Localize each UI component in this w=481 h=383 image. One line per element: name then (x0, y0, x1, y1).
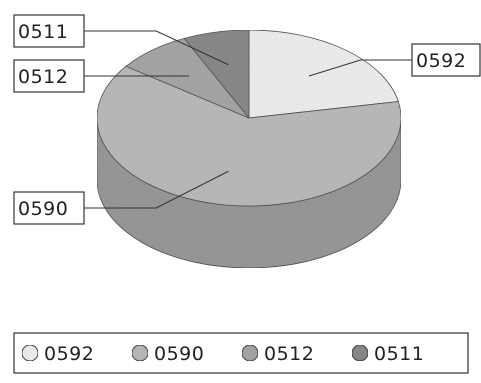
legend-swatch-0592 (21, 344, 39, 362)
legend-label-0512: 0512 (264, 343, 314, 365)
leader-line-0592 (308, 59, 412, 77)
slice-label-0592: 0592 (416, 50, 466, 72)
label-box-0511 (13, 14, 85, 48)
leader-line-0590 (84, 170, 229, 209)
slice-label-0590: 0590 (18, 198, 68, 220)
legend-frame (13, 332, 469, 374)
slice-labels: 0592 0590 0512 0511 (13, 14, 481, 225)
legend: 0592 0590 0512 0511 (13, 332, 469, 374)
legend-label-0511: 0511 (374, 343, 424, 365)
legend-label-0592: 0592 (44, 343, 94, 365)
pie-slice-0590 (96, 65, 402, 207)
legend-swatch-0590 (131, 344, 149, 362)
label-box-0590 (13, 191, 85, 225)
legend-label-0590: 0590 (154, 343, 204, 365)
slice-label-0511: 0511 (18, 21, 68, 43)
pie-slice-0592 (248, 29, 399, 119)
leader-line-0511 (84, 30, 229, 66)
slice-label-0512: 0512 (18, 66, 68, 88)
pie-slices (96, 29, 402, 269)
legend-swatch-0511 (351, 344, 369, 362)
label-box-0512 (13, 59, 85, 93)
label-box-0592 (411, 43, 481, 77)
legend-swatch-0512 (241, 344, 259, 362)
